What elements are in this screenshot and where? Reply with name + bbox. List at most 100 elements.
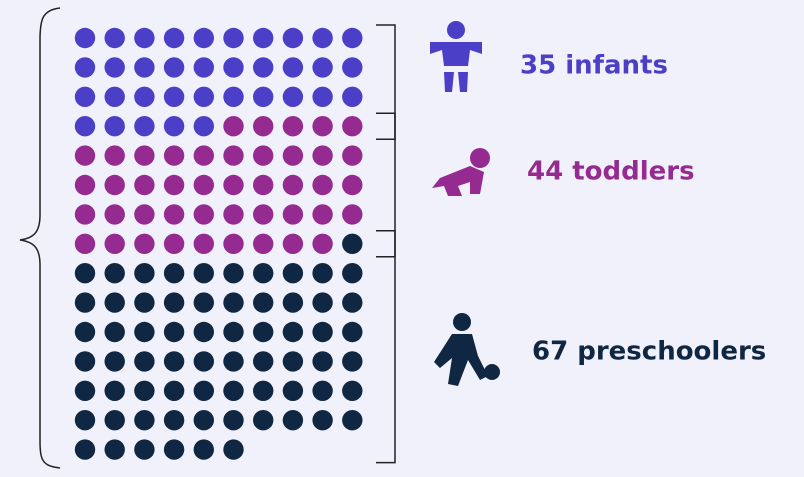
dot — [74, 380, 96, 401]
dot — [312, 263, 333, 284]
dot — [193, 380, 214, 401]
bracket — [376, 112, 396, 258]
dot — [193, 292, 214, 313]
dot — [312, 145, 333, 166]
dot — [282, 116, 304, 137]
dot — [104, 263, 125, 284]
dot — [74, 174, 96, 196]
dot — [312, 204, 333, 225]
dot — [74, 410, 96, 431]
dot — [342, 86, 363, 108]
dot — [134, 27, 155, 49]
dot — [104, 351, 125, 372]
dot — [342, 380, 363, 401]
value-label: 44 toddlers — [527, 157, 695, 187]
dot — [163, 321, 185, 343]
dot — [74, 351, 96, 372]
dot — [134, 233, 155, 254]
dot — [193, 439, 214, 460]
dot — [163, 439, 185, 460]
dot — [104, 57, 125, 78]
dot — [312, 116, 333, 137]
dot — [342, 321, 363, 343]
dot — [223, 174, 244, 196]
dot — [282, 57, 304, 78]
dot — [74, 439, 96, 460]
dot — [134, 351, 155, 372]
dot — [193, 351, 214, 372]
dot — [223, 57, 244, 78]
dot — [74, 263, 96, 284]
dot — [312, 380, 333, 401]
dot — [163, 57, 185, 78]
dot — [134, 439, 155, 460]
dot — [163, 410, 185, 431]
dot — [253, 292, 274, 313]
dot — [282, 292, 304, 313]
dot — [312, 233, 333, 254]
dot — [253, 204, 274, 225]
dot — [342, 174, 363, 196]
dot — [104, 145, 125, 166]
dot — [134, 204, 155, 225]
dot — [253, 321, 274, 343]
dot — [163, 174, 185, 196]
dot — [193, 204, 214, 225]
dot — [282, 351, 304, 372]
dot — [134, 263, 155, 284]
dot — [163, 27, 185, 49]
dot — [342, 351, 363, 372]
dot — [193, 263, 214, 284]
dot — [342, 233, 363, 254]
dot — [104, 116, 125, 137]
dot — [163, 86, 185, 108]
dot — [104, 321, 125, 343]
dot — [223, 86, 244, 108]
dot — [193, 116, 214, 137]
dot — [282, 263, 304, 284]
dot — [282, 27, 304, 49]
dot — [134, 57, 155, 78]
dot — [223, 263, 244, 284]
value-label: 67 preschoolers — [532, 337, 766, 367]
dot — [342, 204, 363, 225]
dot — [282, 233, 304, 254]
dot — [163, 351, 185, 372]
dot — [342, 145, 363, 166]
dot — [253, 351, 274, 372]
dot — [282, 86, 304, 108]
dot — [134, 116, 155, 137]
dot — [223, 380, 244, 401]
dot — [223, 145, 244, 166]
dot — [342, 116, 363, 137]
dot — [134, 174, 155, 196]
dot — [342, 57, 363, 78]
value-label: 35 infants — [520, 51, 668, 81]
dot — [74, 57, 96, 78]
dot — [74, 321, 96, 343]
dot — [74, 116, 96, 137]
dot — [193, 57, 214, 78]
dot — [163, 292, 185, 313]
dot — [312, 321, 333, 343]
dot — [282, 321, 304, 343]
dot — [163, 263, 185, 284]
dot — [223, 292, 244, 313]
infant-icon — [430, 21, 482, 92]
dot — [163, 116, 185, 137]
dot — [74, 292, 96, 313]
curly-brace — [19, 7, 61, 469]
dot — [134, 145, 155, 166]
dot — [282, 410, 304, 431]
dot — [74, 27, 96, 49]
dot — [253, 174, 274, 196]
dot — [312, 351, 333, 372]
dot — [193, 321, 214, 343]
bracket — [376, 24, 396, 140]
dot — [74, 233, 96, 254]
dot — [223, 233, 244, 254]
dot — [253, 27, 274, 49]
dot — [342, 410, 363, 431]
dot — [163, 380, 185, 401]
